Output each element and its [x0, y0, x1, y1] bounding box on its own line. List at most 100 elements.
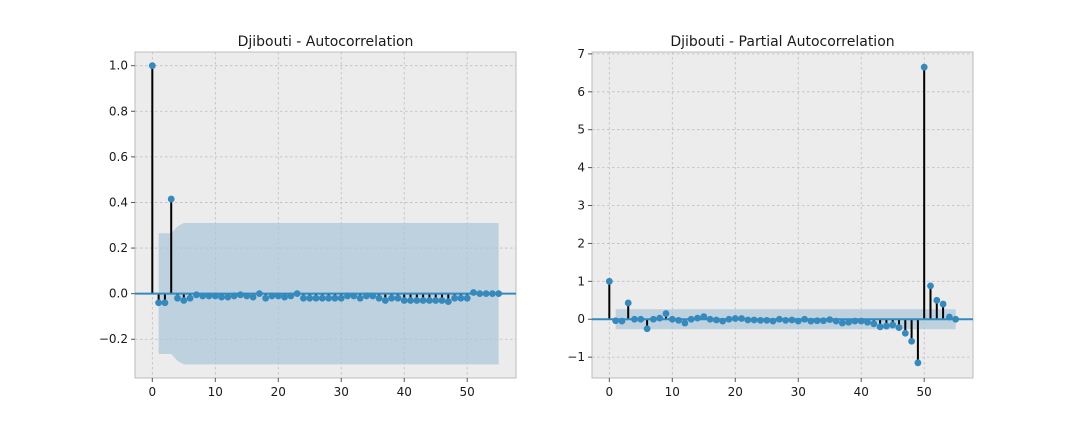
- acf-point-lag-10: [211, 292, 219, 300]
- acf-point-lag-2: [161, 299, 169, 307]
- acf-point-lag-54: [488, 290, 496, 298]
- acf-point-lag-52: [476, 290, 484, 298]
- pacf-point-lag-12: [681, 319, 689, 327]
- acf-ytick-label: 0.0: [109, 287, 128, 301]
- acf-point-lag-47: [444, 298, 452, 306]
- acf-point-lag-55: [495, 290, 503, 298]
- pacf-point-lag-15: [700, 313, 708, 320]
- pacf-point-lag-0: [605, 277, 613, 285]
- acf-point-lag-44: [426, 297, 433, 304]
- acf-point-lag-33: [356, 294, 364, 302]
- pacf-point-lag-44: [883, 322, 890, 330]
- acf-xtick-label: 30: [334, 385, 349, 399]
- pacf-point-lag-10: [668, 315, 676, 323]
- acf-chart: 0 10 20 30 40 50 −0.2 0.0 0.2 0.4 0.6 0.8 1.0 Djibou…: [99, 34, 517, 399]
- pacf-point-lag-9: [662, 310, 670, 317]
- pacf-point-lag-18: [719, 317, 727, 325]
- acf-point-lag-53: [482, 290, 490, 298]
- acf-title: Djibouti - Autocorrelation: [238, 34, 414, 50]
- pacf-point-lag-8: [656, 314, 664, 322]
- pacf-ytick-label: 2: [577, 236, 585, 250]
- pacf-point-lag-32: [807, 317, 815, 325]
- pacf-markers: [605, 63, 960, 367]
- pacf-ytick-label: 5: [577, 123, 585, 137]
- pacf-xtick-label: 50: [917, 385, 932, 399]
- acf-point-lag-13: [230, 292, 238, 300]
- pacf-point-lag-33: [813, 317, 821, 325]
- pacf-point-lag-2: [618, 317, 626, 325]
- acf-point-lag-43: [419, 297, 427, 304]
- acf-ytick-label: −0.2: [99, 332, 128, 346]
- pacf-point-lag-36: [832, 317, 840, 325]
- pacf-ytick-label: 3: [577, 199, 585, 213]
- acf-point-lag-19: [268, 292, 276, 300]
- pacf-point-lag-26: [769, 317, 777, 325]
- pacf-xtick-label: 40: [854, 385, 869, 399]
- pacf-point-lag-37: [838, 319, 846, 327]
- pacf-ytick-label: −1: [567, 350, 585, 364]
- acf-point-lag-34: [363, 292, 370, 300]
- acf-point-lag-0: [148, 62, 156, 70]
- acf-point-lag-36: [375, 294, 383, 302]
- acf-point-lag-6: [186, 294, 194, 302]
- acf-point-lag-21: [281, 293, 288, 301]
- pacf-title: Djibouti - Partial Autocorrelation: [670, 34, 894, 50]
- pacf-point-lag-22: [744, 316, 752, 324]
- pacf-point-lag-54: [945, 313, 953, 321]
- acf-xtick-label: 40: [397, 385, 412, 399]
- acf-point-lag-3: [167, 195, 175, 203]
- pacf-point-lag-46: [895, 324, 903, 331]
- acf-point-lag-49: [457, 294, 465, 302]
- pacf-point-lag-24: [757, 316, 764, 324]
- pacf-point-lag-7: [650, 315, 657, 323]
- pacf-point-lag-45: [889, 321, 897, 329]
- acf-point-lag-11: [218, 293, 225, 301]
- acf-ytick-label: 0.4: [109, 195, 128, 209]
- pacf-point-lag-53: [939, 300, 947, 308]
- acf-point-lag-50: [463, 294, 471, 302]
- pacf-point-lag-42: [870, 320, 878, 328]
- acf-point-lag-18: [262, 294, 270, 302]
- acf-point-lag-17: [255, 290, 263, 298]
- acf-ytick-label: 1.0: [109, 59, 128, 73]
- acf-point-lag-5: [180, 297, 188, 304]
- pacf-point-lag-52: [933, 296, 941, 304]
- pacf-xtick-label: 0: [605, 385, 613, 399]
- pacf-point-lag-35: [826, 316, 834, 324]
- pacf-point-lag-50: [920, 63, 928, 71]
- acf-point-lag-26: [312, 294, 320, 302]
- pacf-point-lag-30: [794, 317, 802, 325]
- acf-point-lag-20: [274, 292, 282, 300]
- acf-point-lag-42: [413, 297, 421, 304]
- pacf-point-lag-38: [845, 318, 853, 326]
- acf-xtick-label: 0: [148, 385, 156, 399]
- pacf-ytick-label: 4: [577, 161, 585, 175]
- acf-point-lag-30: [337, 294, 345, 302]
- acf-point-lag-27: [318, 294, 326, 302]
- acf-point-lag-22: [287, 292, 295, 300]
- pacf-point-lag-43: [876, 323, 884, 331]
- pacf-point-lag-16: [706, 315, 714, 323]
- acf-point-lag-25: [306, 294, 314, 302]
- acf-point-lag-38: [388, 294, 396, 302]
- pacf-point-lag-13: [687, 315, 695, 323]
- pacf-ytick-label: 6: [577, 85, 585, 99]
- acf-point-lag-45: [432, 297, 440, 304]
- pacf-point-lag-14: [694, 314, 701, 322]
- acf-point-lag-31: [344, 292, 351, 300]
- pacf-ticks: 0 10 20 30 40 50 −1 0 1 2 3 4 5 6 7: [567, 47, 932, 399]
- acf-point-lag-37: [381, 297, 389, 304]
- acf-xtick-label: 10: [208, 385, 223, 399]
- pacf-point-lag-25: [763, 316, 771, 324]
- acf-markers: [148, 62, 503, 307]
- acf-point-lag-29: [331, 294, 339, 302]
- pacf-point-lag-31: [801, 315, 808, 323]
- acf-point-lag-1: [155, 299, 163, 307]
- acf-ytick-label: 0.8: [109, 104, 128, 118]
- acf-point-lag-16: [249, 293, 257, 301]
- pacf-point-lag-27: [775, 315, 783, 323]
- pacf-point-lag-11: [675, 316, 682, 324]
- pacf-point-lag-49: [914, 359, 922, 367]
- acf-point-lag-14: [237, 291, 244, 299]
